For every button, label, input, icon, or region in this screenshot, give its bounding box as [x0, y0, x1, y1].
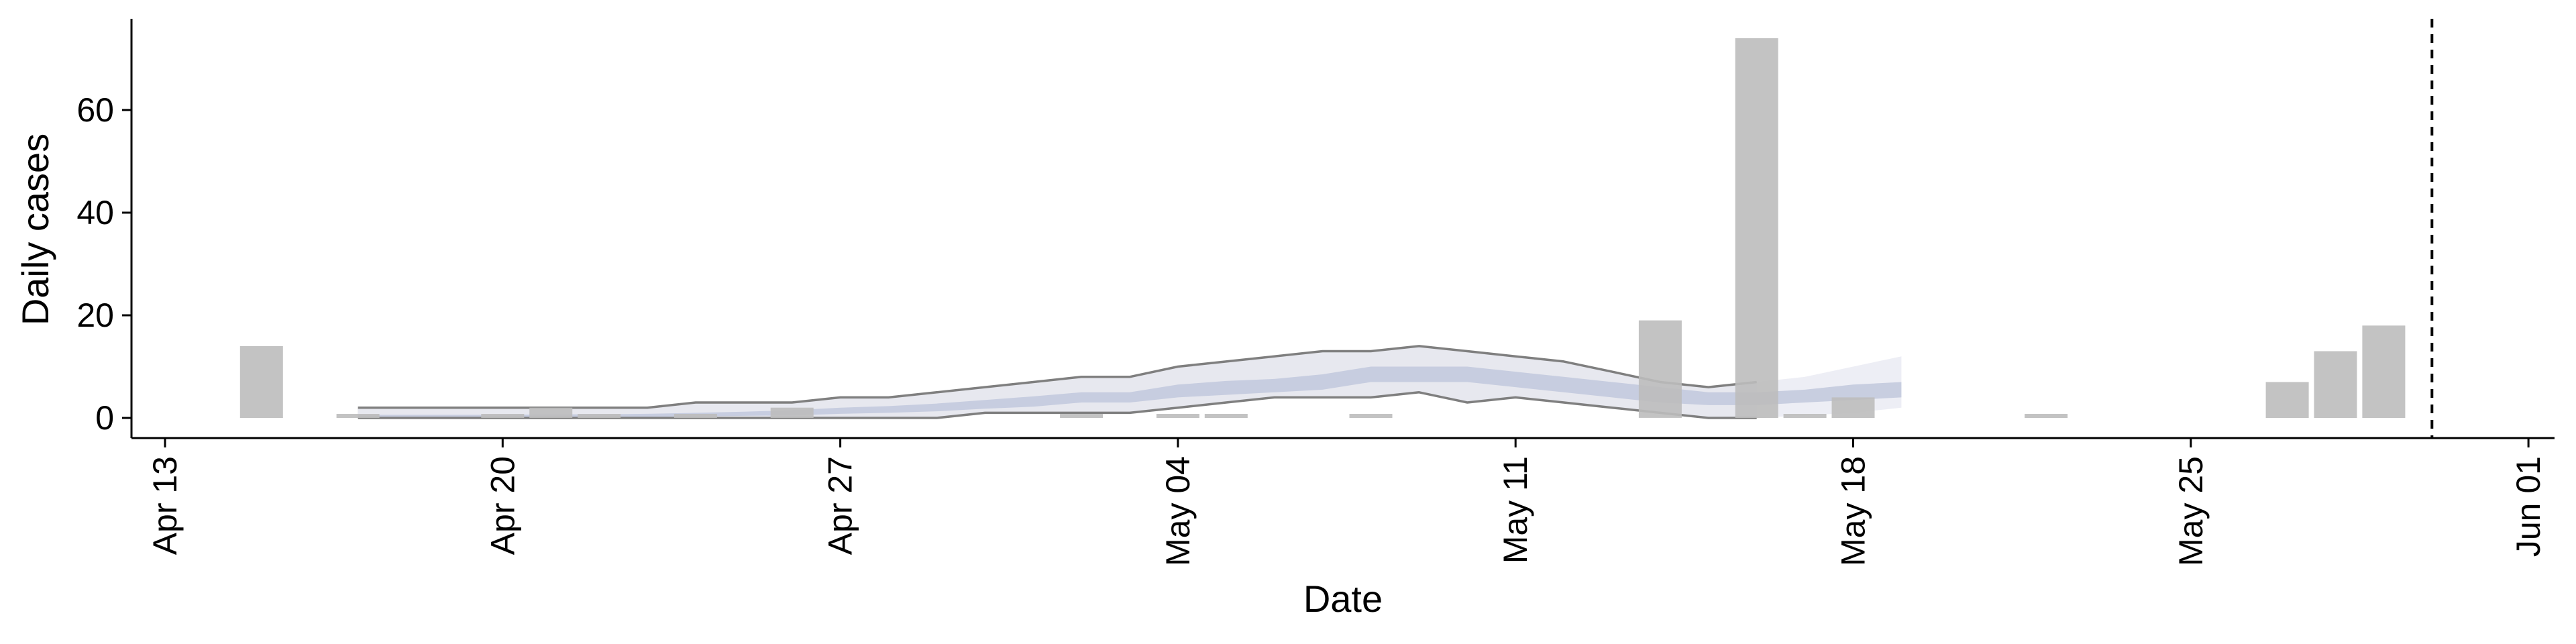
bar-2020-05-16: [1735, 38, 1778, 418]
x-tick-label: Apr 20: [484, 456, 521, 555]
ribbon-upper-line: [358, 345, 1757, 409]
bar-2020-04-21: [529, 407, 573, 418]
x-axis-title: Date: [1303, 578, 1383, 620]
x-tick-label: May 11: [1497, 456, 1534, 564]
y-tick-label: 60: [76, 91, 114, 129]
bar-2020-05-27: [2265, 382, 2309, 419]
bar-2020-05-28: [2314, 351, 2357, 418]
y-tick-label: 0: [95, 399, 114, 437]
x-tick-label: Jun 01: [2510, 456, 2547, 557]
bars-layer: [239, 38, 2406, 419]
bar-2020-05-18: [1831, 397, 1875, 418]
ribbon-band-1: [358, 345, 1902, 418]
bar-2020-04-26: [770, 407, 814, 418]
x-tick-label: May 18: [1835, 456, 1872, 566]
bar-2020-04-22: [578, 414, 621, 418]
bar-2020-05-04: [1156, 414, 1199, 418]
bar-2020-05-14: [1638, 320, 1682, 418]
bar-2020-05-29: [2362, 325, 2406, 418]
y-tick-label: 20: [76, 297, 114, 334]
x-tick-label: Apr 13: [146, 456, 184, 555]
x-tick-label: May 25: [2172, 456, 2210, 566]
y-tick-label: 40: [76, 194, 114, 231]
bar-2020-05-02: [1060, 414, 1104, 418]
bar-2020-04-15: [239, 345, 283, 418]
x-tick-label: Apr 27: [822, 456, 859, 555]
x-tick-label: May 04: [1159, 456, 1197, 566]
bands-layer: [358, 345, 1902, 419]
y-axis-title: Daily cases: [14, 133, 56, 325]
bar-2020-05-22: [2025, 414, 2068, 418]
bar-2020-04-24: [674, 414, 717, 418]
bar-2020-05-17: [1783, 414, 1827, 418]
ribbon-band-2: [358, 366, 1902, 418]
bar-2020-05-08: [1349, 414, 1393, 418]
bar-2020-05-05: [1204, 414, 1248, 418]
axes-layer: [130, 19, 2555, 439]
bar-2020-04-17: [336, 414, 380, 418]
bar-2020-04-20: [481, 414, 525, 418]
ticks-layer: 0 20 40 60 Apr 13 Apr 20 Apr 27 May 04 May 11 May…: [76, 91, 2547, 566]
